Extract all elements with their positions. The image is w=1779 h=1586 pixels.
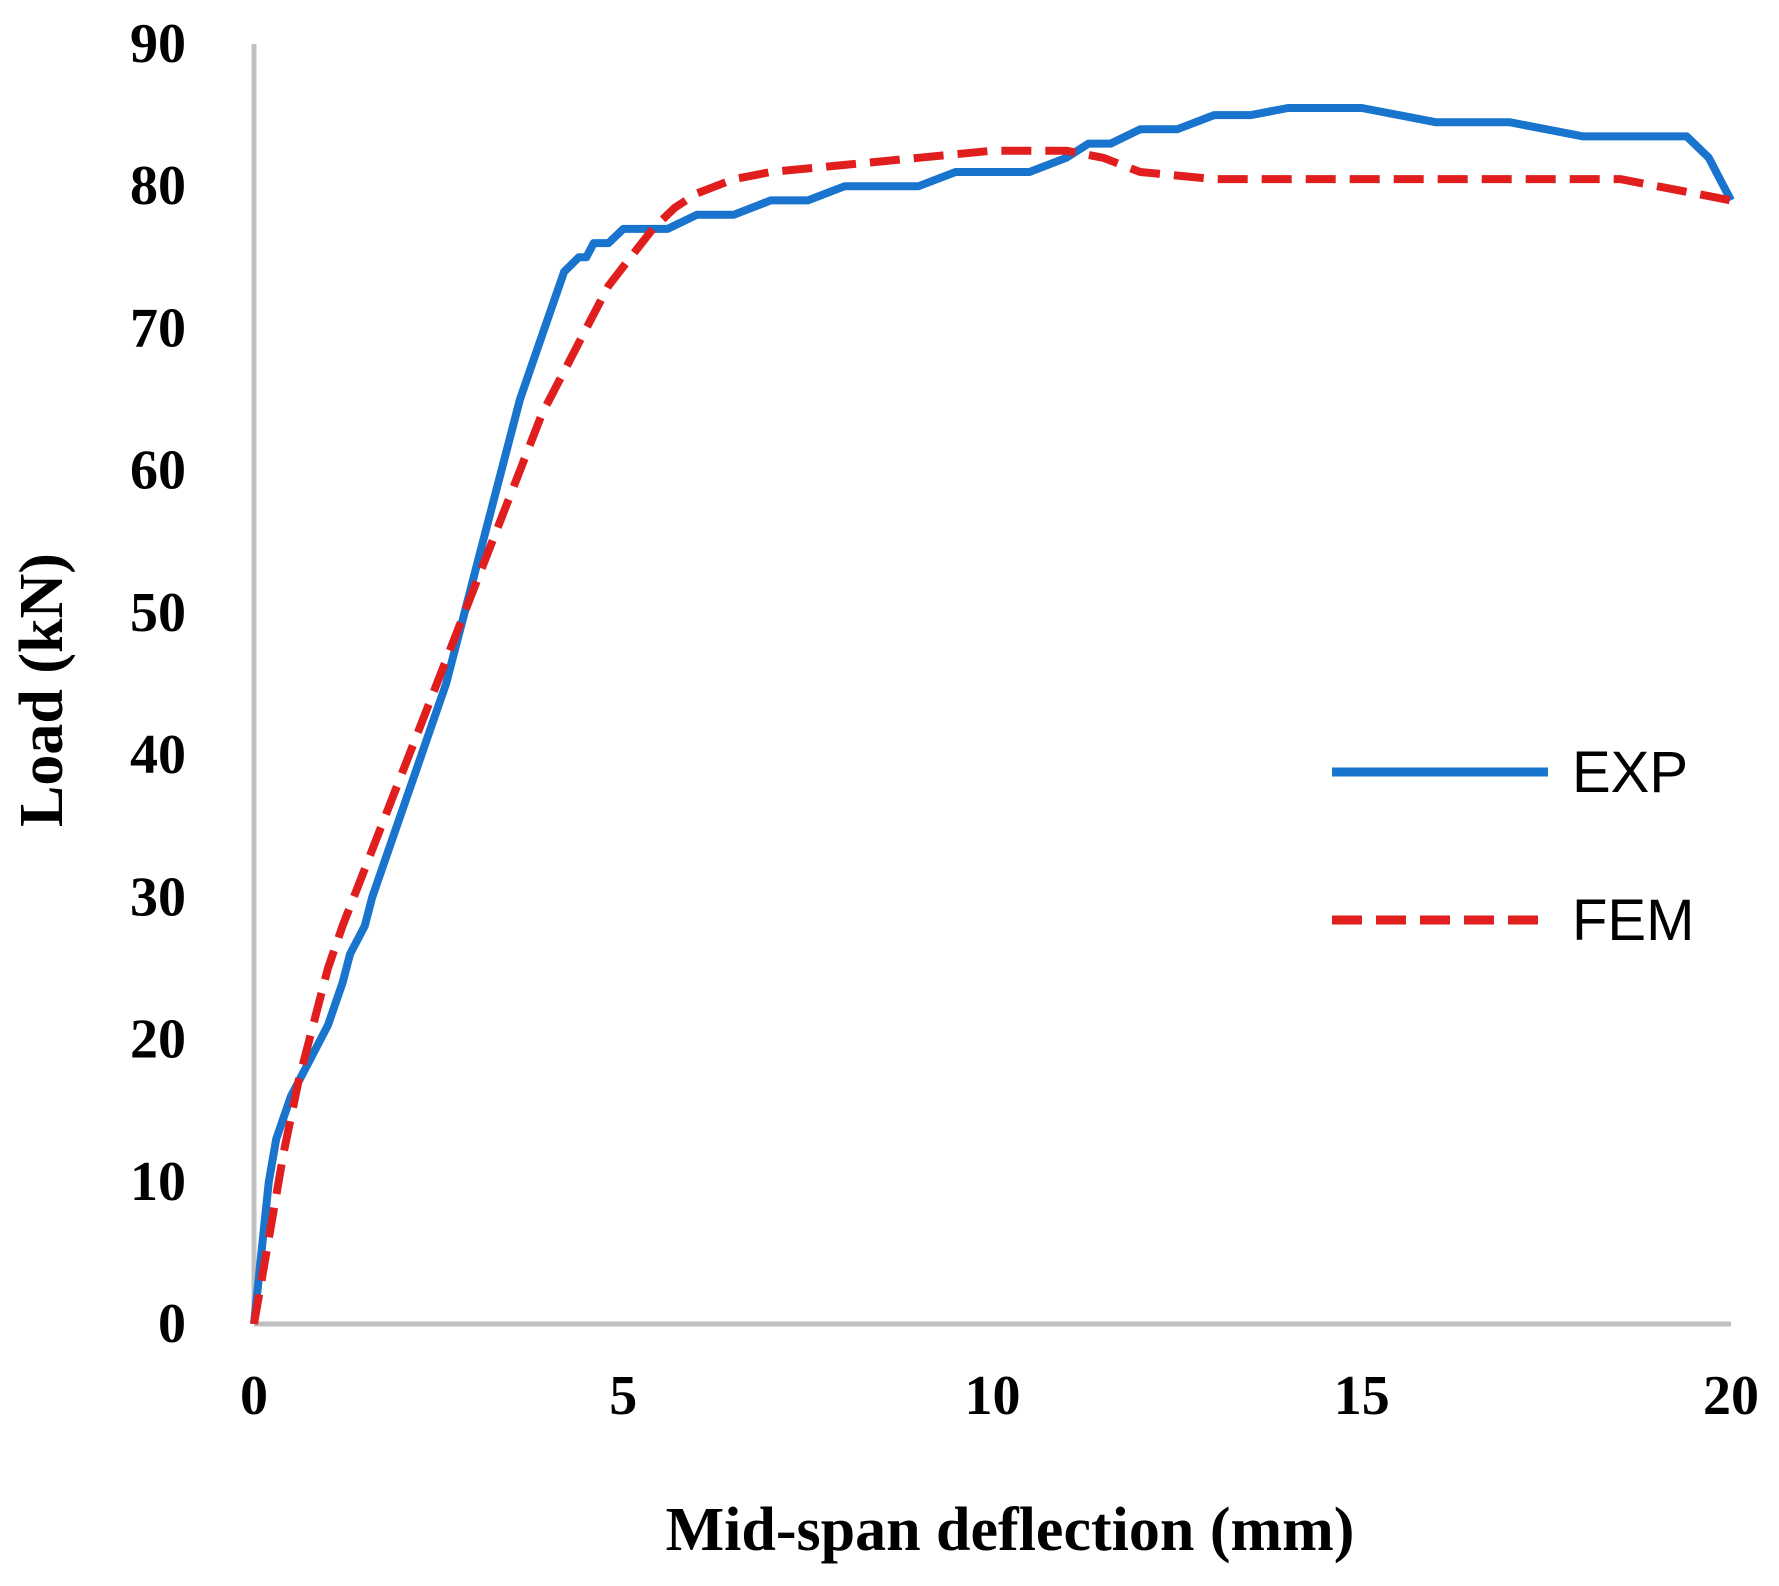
y-tick-label: 50: [130, 582, 186, 644]
y-axis-title: Load (kN): [8, 553, 76, 827]
x-tick-label: 10: [965, 1365, 1021, 1427]
y-tick-label: 0: [158, 1293, 186, 1355]
x-tick-label: 5: [609, 1365, 637, 1427]
y-tick-label: 30: [130, 866, 186, 928]
x-tick-label: 20: [1703, 1365, 1759, 1427]
y-tick-label: 90: [130, 13, 186, 75]
legend-label-exp: EXP: [1572, 740, 1688, 805]
series-line-fem: [250, 146, 1732, 1325]
y-tick-label: 20: [130, 1009, 186, 1071]
y-tick-label: 80: [130, 155, 186, 217]
legend-label-fem: FEM: [1572, 888, 1694, 953]
x-tick-label: 15: [1334, 1365, 1390, 1427]
y-tick-label: 10: [130, 1151, 186, 1213]
x-tick-label: 0: [240, 1365, 268, 1427]
series-layer: [250, 104, 1735, 1325]
y-tick-label: 60: [130, 440, 186, 502]
y-tick-label: 40: [130, 724, 186, 786]
axes: [251, 44, 1731, 1327]
tick-labels: 0 10 20 30 40 50 60 70 80 90 0 5 10 15 20: [130, 13, 1759, 1427]
y-tick-label: 70: [130, 297, 186, 359]
legend: EXP FEM: [1332, 740, 1694, 953]
series-line-exp: [250, 104, 1735, 1325]
x-axis-title: Mid-span deflection (mm): [666, 1496, 1355, 1564]
